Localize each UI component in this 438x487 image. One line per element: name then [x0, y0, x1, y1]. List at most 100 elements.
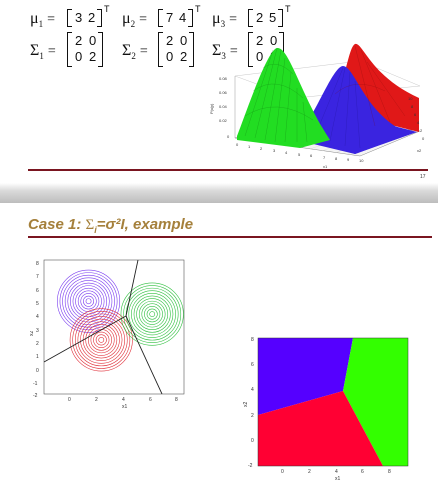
matrix-cell: 2	[166, 33, 174, 48]
green-mesh	[244, 47, 314, 143]
y-tick: 2	[36, 341, 39, 347]
y-tick: 1	[36, 354, 39, 360]
x-tick: 6	[361, 469, 364, 475]
y-tick: 8	[251, 337, 254, 343]
y-tick: 4	[417, 120, 420, 125]
contour-ring	[69, 308, 133, 372]
mean-3-vector: 2 5 T	[248, 4, 291, 28]
mean-1: μ1 =	[30, 10, 55, 30]
mean-value: 5	[269, 10, 277, 25]
mean-symbol: μ	[122, 10, 131, 27]
contour-ring	[72, 285, 105, 318]
y-tick: 6	[251, 362, 254, 368]
x-tick: 0	[236, 142, 239, 147]
mean-2: μ2 =	[122, 10, 147, 30]
purple-contours	[57, 269, 121, 333]
green-region	[343, 338, 408, 466]
z-tick: 0.02	[219, 118, 228, 123]
y-tick: 7	[36, 274, 39, 280]
matrix-cell: 2	[180, 49, 188, 64]
matrix-cell: 0	[89, 33, 97, 48]
blue-gaussian-peak	[300, 66, 410, 154]
mean-2-vector: 7 4 T	[158, 4, 201, 28]
slide-footer-rule	[28, 169, 428, 171]
contour-ring	[146, 308, 158, 320]
z-tick-labels: 0.08 0.06 0.04 0.02 0	[219, 76, 230, 139]
gaussian-surface-plot: 0.08 0.06 0.04 0.02 0 P(x|y) 0 1 2 3 4 5…	[209, 43, 425, 169]
y-tick: -2	[248, 463, 253, 469]
contour-ring	[80, 318, 123, 361]
contour-ring	[131, 293, 174, 336]
mean-value: 2	[256, 10, 264, 25]
mean-symbol: μ	[212, 10, 221, 27]
boundary-line	[44, 315, 127, 363]
mean-1-vector: 3 2 T	[67, 4, 110, 28]
y-tick: 5	[36, 301, 39, 307]
cov-subscript: 1	[39, 51, 44, 62]
y-tick-labels: 10 8 6 4 2 0	[408, 96, 425, 141]
contour-ring	[144, 306, 161, 323]
contour-ring	[149, 311, 156, 318]
contour-ring	[64, 277, 113, 325]
x-tick: 3	[273, 148, 276, 153]
contour-ring	[128, 290, 176, 338]
y-tick: 10	[408, 96, 413, 101]
transpose-mark: T	[285, 4, 291, 14]
region-x-ticks: 0 2 4 6 8	[281, 469, 391, 475]
green-gaussian-peak	[237, 47, 330, 148]
y-tick: 0	[422, 136, 425, 141]
cov-subscript: 3	[221, 51, 226, 62]
y-tick: 8	[36, 261, 39, 267]
cov-2-matrix: 2 0 0 2	[158, 32, 194, 68]
contour-ring	[138, 300, 166, 328]
x-axis-label: x1	[335, 476, 341, 482]
mean-value: 7	[166, 10, 174, 25]
contour-ring	[141, 303, 163, 325]
matrix-cell: 2	[89, 49, 97, 64]
cov-2-label: Σ2 =	[122, 42, 148, 62]
contour-ring	[95, 334, 107, 346]
matrix-cell: 0	[270, 33, 278, 48]
region-y-ticks: 8 6 4 2 0 -2	[248, 337, 254, 469]
contour-ring	[87, 326, 115, 354]
mean-value: 4	[179, 10, 187, 25]
y-tick: 4	[251, 387, 254, 393]
x-tick: 2	[260, 146, 263, 151]
matrix-cell: 0	[75, 49, 83, 64]
decision-boundaries	[44, 260, 163, 394]
x-tick: 8	[335, 156, 338, 161]
y-tick: -2	[33, 393, 38, 399]
z-tick: 0.06	[219, 90, 228, 95]
x-tick: 1	[248, 144, 251, 149]
x-tick: 8	[175, 397, 178, 403]
mean-symbol: μ	[30, 10, 39, 27]
y-axis-label: x2	[417, 148, 422, 153]
contour-ring	[85, 323, 118, 356]
mean-value: 3	[75, 10, 83, 25]
cov-subscript: 2	[131, 51, 136, 62]
x-tick: 6	[310, 153, 313, 158]
y-tick: -1	[33, 381, 38, 387]
slide-gaussian-parameters: μ1 = 3 2 T μ2 = 7 4 T μ3 = 2	[0, 0, 438, 183]
x-tick: 8	[388, 469, 391, 475]
transpose-mark: T	[104, 4, 110, 14]
matrix-cell: 0	[256, 49, 264, 64]
title-case: Case 1:	[28, 216, 86, 233]
contour-ring	[136, 298, 169, 331]
z-axis-label: P(x|y)	[209, 103, 214, 114]
transpose-mark: T	[195, 4, 201, 14]
matrix-cell: 2	[256, 33, 264, 48]
purple-region	[258, 338, 353, 415]
mean-subscript: 2	[130, 19, 136, 30]
y-tick: 3	[36, 328, 39, 334]
decision-region-plot: 8 6 4 2 0 -2 x2 0 2 4 6 8 x1	[243, 337, 409, 482]
z-tick: 0.08	[219, 76, 228, 81]
matrix-cell: 0	[180, 33, 188, 48]
title-rest: =σ²I, example	[96, 216, 194, 233]
contour-ring	[85, 298, 92, 305]
mean-value: 2	[88, 10, 96, 25]
mean-subscript: 3	[220, 19, 226, 30]
x-tick: 10	[359, 158, 364, 163]
contour-ring	[59, 272, 118, 331]
x-tick: 7	[323, 155, 326, 160]
